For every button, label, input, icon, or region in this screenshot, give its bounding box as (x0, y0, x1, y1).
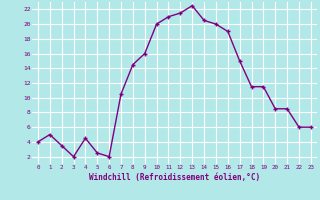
X-axis label: Windchill (Refroidissement éolien,°C): Windchill (Refroidissement éolien,°C) (89, 173, 260, 182)
